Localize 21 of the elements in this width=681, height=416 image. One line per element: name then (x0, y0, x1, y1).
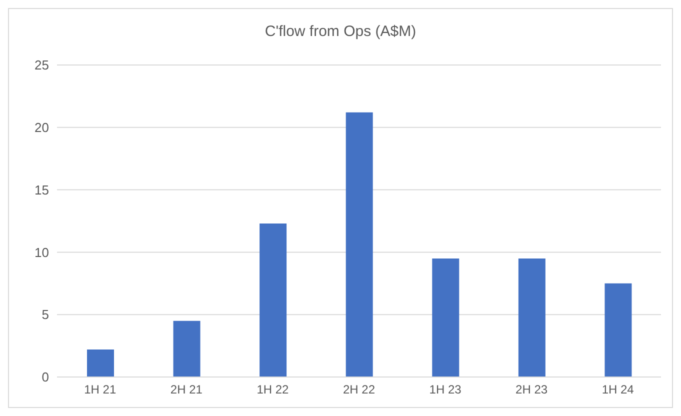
x-tick-label: 2H 21 (170, 382, 203, 397)
bar (87, 350, 114, 377)
x-tick-label: 1H 23 (429, 382, 462, 397)
x-tick-label: 1H 22 (256, 382, 290, 397)
y-tick-label: 15 (34, 182, 49, 198)
y-tick-label: 20 (34, 120, 49, 136)
bar (604, 283, 632, 377)
y-tick-label: 0 (42, 370, 49, 385)
y-tick-label: 25 (34, 58, 49, 73)
x-tick-label: 1H 21 (84, 382, 116, 397)
bar (346, 112, 373, 377)
bar (260, 223, 287, 377)
y-tick-label: 5 (42, 307, 49, 322)
bar (432, 258, 460, 377)
bar (518, 258, 546, 377)
y-tick-label: 10 (34, 244, 49, 260)
x-tick-label: 1H 24 (602, 382, 634, 397)
x-tick-label: 2H 23 (516, 382, 548, 397)
chart-title: C'flow from Ops (A$M) (264, 22, 418, 42)
bar (173, 320, 200, 377)
x-tick-label: 2H 22 (342, 382, 376, 397)
